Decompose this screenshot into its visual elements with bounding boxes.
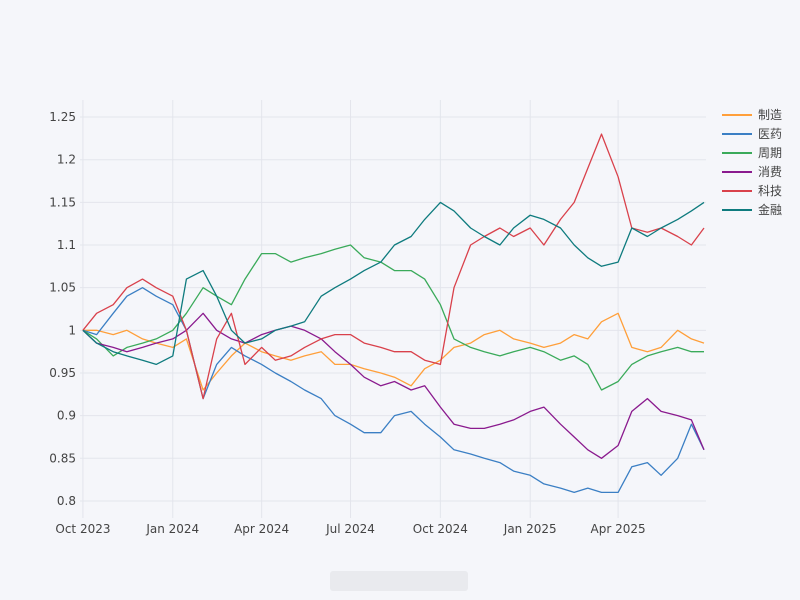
y-tick-label: 1.25 <box>49 110 76 124</box>
watermark <box>330 571 468 591</box>
legend-item-消费[interactable]: 消费 <box>722 165 782 179</box>
legend-item-金融[interactable]: 金融 <box>722 202 782 217</box>
y-tick-label: 0.8 <box>57 494 76 508</box>
y-tick-label: 1.1 <box>57 238 76 252</box>
legend-label: 制造 <box>758 108 782 122</box>
legend-label: 金融 <box>758 202 782 217</box>
x-tick-label: Apr 2024 <box>234 522 289 536</box>
series-line-制造 <box>82 312 705 391</box>
legend-item-制造[interactable]: 制造 <box>722 108 782 122</box>
x-tick-label: Apr 2025 <box>591 522 646 536</box>
x-tick-label: Jul 2024 <box>325 522 375 536</box>
y-tick-label: 0.85 <box>49 451 76 465</box>
y-axis-ticks: 0.8 0.85 0.9 0.95 1 1.05 1.1 1.15 1.2 1.25 <box>49 110 76 508</box>
legend-item-周期[interactable]: 周期 <box>722 146 782 160</box>
legend-label: 周期 <box>758 146 782 160</box>
y-tick-label: 1 <box>68 323 76 337</box>
x-tick-label: Jan 2024 <box>145 522 199 536</box>
y-tick-label: 1.15 <box>49 195 76 209</box>
y-tick-label: 1.2 <box>57 153 76 167</box>
legend-label: 科技 <box>758 184 782 198</box>
legend-item-科技[interactable]: 科技 <box>722 184 782 198</box>
series-line-科技 <box>82 133 705 400</box>
legend-label: 消费 <box>758 165 782 179</box>
y-tick-label: 1.05 <box>49 281 76 295</box>
legend-label: 医药 <box>758 127 782 141</box>
series-line-金融 <box>82 201 705 366</box>
y-tick-label: 0.95 <box>49 366 76 380</box>
x-tick-label: Oct 2024 <box>413 522 468 536</box>
x-tick-label: Jan 2025 <box>503 522 557 536</box>
y-tick-label: 0.9 <box>57 409 76 423</box>
legend-item-医药[interactable]: 医药 <box>722 127 782 141</box>
series-lines <box>82 133 705 494</box>
x-axis-ticks: Oct 2023 Jan 2024 Apr 2024 Jul 2024 Oct 2024… <box>55 522 645 536</box>
series-line-周期 <box>82 244 704 391</box>
series-line-医药 <box>82 287 705 494</box>
x-tick-label: Oct 2023 <box>55 522 110 536</box>
